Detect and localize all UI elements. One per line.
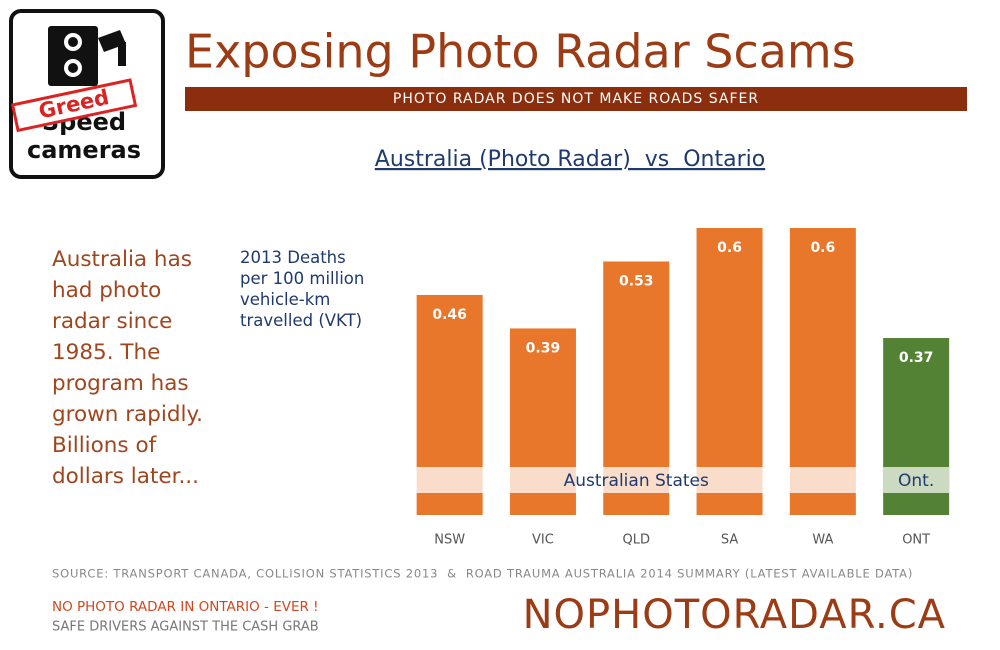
x-tick-label: ONT [902, 533, 930, 548]
x-tick-label: VIC [532, 533, 554, 548]
value-label: 0.39 [526, 340, 561, 356]
group-label: Ont. [898, 471, 934, 491]
value-label: 0.53 [619, 273, 654, 289]
value-label: 0.46 [432, 307, 467, 323]
value-label: 0.6 [810, 240, 835, 256]
chart-title: Australia (Photo Radar) vs Ontario [375, 147, 765, 172]
logo-text: cameras [27, 136, 141, 164]
subtitle-bar [185, 87, 967, 111]
group-band [883, 467, 950, 493]
subtitle: PHOTO RADAR DOES NOT MAKE ROADS SAFER [393, 91, 759, 107]
x-tick-label: WA [812, 533, 833, 548]
group-band [404, 467, 874, 493]
intro-text: Australia has had photo radar since 1985… [52, 247, 203, 489]
group-label: Australian States [564, 471, 709, 491]
x-tick-label: SA [721, 533, 738, 548]
value-label: 0.6 [717, 240, 742, 256]
x-tick-label: QLD [623, 533, 651, 548]
footer-line: NO PHOTO RADAR IN ONTARIO - EVER ! [52, 599, 319, 615]
site-url: NOPHOTORADAR.CA [523, 592, 946, 638]
camera-icon [48, 26, 126, 86]
x-tick-label: NSW [434, 533, 465, 548]
value-label: 0.37 [899, 350, 934, 366]
page-title: Exposing Photo Radar Scams [185, 25, 856, 79]
y-axis-label: 2013 Deaths per 100 million vehicle-km t… [240, 248, 365, 330]
source: SOURCE: TRANSPORT CANADA, COLLISION STAT… [52, 567, 913, 581]
footer-line: SAFE DRIVERS AGAINST THE CASH GRAB [52, 620, 319, 635]
